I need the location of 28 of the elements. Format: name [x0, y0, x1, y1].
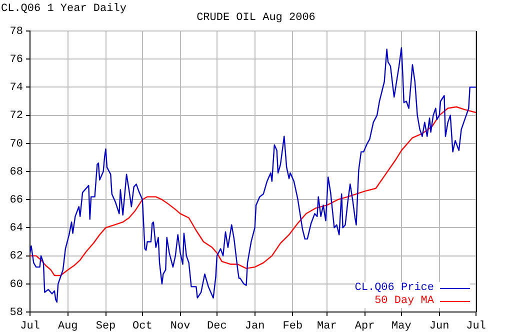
x-tick-label: Jul	[20, 320, 40, 333]
y-tick-label: 74	[10, 82, 24, 94]
y-tick-label: 70	[10, 138, 23, 150]
y-tick-label: 72	[10, 110, 23, 122]
y-tick-label: 78	[10, 26, 23, 38]
y-tick-label: 58	[10, 306, 23, 319]
legend-label: 50 Day MA	[374, 295, 434, 308]
x-tick-label: Jun	[429, 320, 450, 333]
x-tick-label: Dec	[207, 320, 227, 333]
chart-title: CRUDE OIL Aug 2006	[196, 12, 316, 24]
x-tick-label: Mar	[317, 320, 337, 333]
y-tick-label: 60	[10, 278, 23, 291]
x-tick-label: May	[392, 320, 412, 333]
x-tick-label: Nov	[170, 320, 191, 333]
y-tick-label: 66	[10, 194, 23, 207]
y-tick-label: 68	[10, 166, 23, 178]
x-tick-label: Feb	[282, 320, 303, 333]
x-tick-label: Jan	[244, 320, 265, 333]
legend-label: CL.Q06 Price	[354, 282, 434, 295]
x-tick-label: Apr	[354, 320, 375, 333]
y-tick-label: 64	[10, 222, 24, 235]
chart-subtitle: CL.Q06 1 Year Daily	[1, 3, 126, 15]
y-tick-label: 62	[10, 250, 23, 263]
y-tick-label: 76	[10, 54, 23, 66]
x-tick-label: Aug	[58, 320, 78, 333]
x-tick-label: Jul	[466, 320, 486, 333]
x-tick-label: Oct	[132, 320, 152, 333]
x-tick-label: Sep	[96, 320, 116, 333]
